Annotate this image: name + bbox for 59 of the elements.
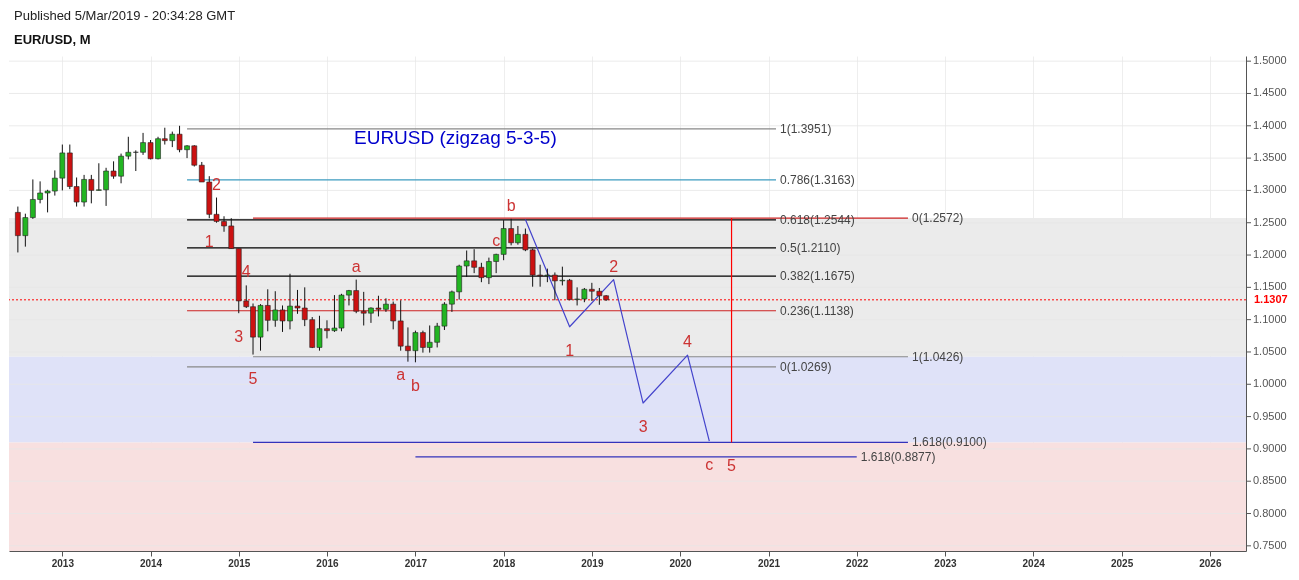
y-tick-label: 1.0500 — [1253, 344, 1287, 357]
y-tick-label: 0.9500 — [1253, 409, 1287, 422]
annotation: c — [705, 456, 714, 474]
annotation: 3 — [234, 328, 244, 346]
x-tick-label: 2013 — [51, 557, 75, 569]
annotation: 1(1.3951) — [780, 121, 832, 136]
x-tick-label: 2026 — [1199, 557, 1222, 569]
y-tick-label: 1.3000 — [1253, 183, 1287, 196]
annotation: 0(1.0269) — [780, 359, 832, 374]
annotation: 1.618(0.9100) — [911, 435, 987, 450]
y-tick-label: 1.4500 — [1253, 86, 1287, 99]
y-tick-label: 0.8000 — [1253, 506, 1287, 519]
x-tick-label: 2022 — [846, 557, 869, 569]
x-tick-label: 2015 — [228, 557, 251, 569]
text: Published 5/Mar/2019 - 20:34:28 GMT — [14, 8, 236, 23]
annotation: c — [492, 231, 501, 249]
y-tick-label: 1.1000 — [1253, 312, 1287, 325]
ref-line-label: 1.1307 — [1254, 292, 1288, 305]
chart-title: EUR/USD, M — [14, 32, 91, 47]
annotation: a — [396, 365, 406, 383]
x-tick-label: 2021 — [757, 557, 781, 569]
x-tick-label: 2018 — [493, 557, 516, 569]
y-tick-label: 1.4000 — [1253, 118, 1287, 131]
annotation: a — [351, 257, 361, 275]
annotation: 3 — [638, 418, 648, 436]
x-tick-label: 2020 — [669, 557, 693, 569]
annotation: 2 — [609, 257, 619, 275]
x-tick-label: 2017 — [404, 557, 428, 569]
x-tick-label: 2014 — [139, 557, 163, 569]
y-tick-label: 1.2500 — [1253, 215, 1287, 228]
x-tick-label: 2019 — [581, 557, 604, 569]
annotation: 1 — [204, 233, 214, 251]
y-tick-label: 1.3500 — [1253, 151, 1287, 164]
x-tick-label: 2016 — [316, 557, 340, 569]
annotation: 1.618(0.8877) — [860, 449, 936, 464]
annotation: 0.786(1.3163) — [780, 172, 855, 187]
x-tick-label: 2024 — [1022, 557, 1046, 569]
x-tick-label: 2025 — [1110, 557, 1134, 569]
annotation: 1(1.0426) — [911, 349, 964, 364]
annotation: 0.5(1.2110) — [780, 240, 841, 255]
annotation: 5 — [248, 369, 258, 387]
y-tick-label: 1.0000 — [1253, 377, 1287, 390]
text: EURUSD (zigzag 5-3-5) — [354, 127, 557, 148]
y-tick-label: 0.9000 — [1253, 441, 1287, 454]
annotation: 0.382(1.1675) — [780, 269, 855, 284]
x-tick-label: 2023 — [934, 557, 957, 569]
annotation: 4 — [683, 333, 693, 351]
annotation: b — [410, 377, 420, 395]
annotation: 0.236(1.1138) — [780, 303, 854, 318]
y-tick-label: 0.8500 — [1253, 474, 1287, 487]
y-tick-label: 1.1500 — [1253, 280, 1287, 293]
y-tick-label: 0.7500 — [1253, 538, 1287, 551]
annotation: 5 — [727, 457, 737, 475]
annotation: 1 — [565, 341, 575, 359]
y-tick-label: 1.5000 — [1253, 54, 1287, 67]
y-tick-label: 1.2000 — [1253, 248, 1287, 261]
annotation: b — [506, 196, 516, 214]
annotation: 0(1.2572) — [911, 211, 964, 226]
annotation: 2 — [212, 175, 222, 193]
